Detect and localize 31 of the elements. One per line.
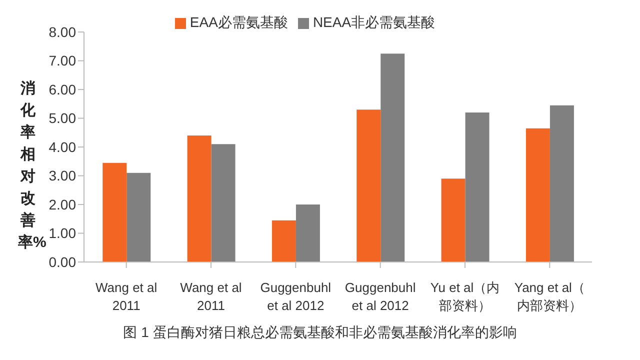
bar [380,54,405,262]
text: 图 1 蛋白酶对猪日粮总必需氨基酸和非必需氨基酸消化率的影响 [122,324,518,342]
x-tick-label: Yang et al（内部资料） [514,280,585,313]
bar [356,110,381,262]
y-axis-title: 消化率相对改善率% [18,79,46,253]
bar [187,136,212,262]
x-tick-label: Yu et al（内部资料） [430,280,500,313]
y-tick-label: 1.00 [48,225,76,242]
y-tick-label: 5.00 [48,110,76,126]
y-tick-label: 8.00 [48,24,76,40]
legend-label: EAA必需氨基酸 [190,14,288,30]
bar [296,204,320,262]
x-tick-label: Wang et al 2011 [95,280,158,313]
bar [441,178,466,262]
y-tick-label: 0.00 [48,254,76,270]
y-tick-label: 2.00 [48,196,76,212]
x-tick-label: Guggenbuhl et al 2012 [344,280,416,313]
bar [126,172,151,262]
bar [550,105,574,262]
bar [465,112,490,262]
legend-label: NEAA非必需氨基酸 [312,14,436,30]
y-tick-label: 6.00 [48,81,76,98]
bar [526,128,550,262]
y-tick-label: 7.00 [48,52,76,69]
y-tick-label: 4.00 [48,138,76,155]
y-tick-label: 3.00 [48,168,76,184]
bar [211,144,236,262]
x-tick-label: Wang et al 2011 [180,280,242,313]
x-tick-label: Guggenbuhl et al 2012 [260,280,332,313]
bar [102,162,127,262]
bar [272,220,296,262]
